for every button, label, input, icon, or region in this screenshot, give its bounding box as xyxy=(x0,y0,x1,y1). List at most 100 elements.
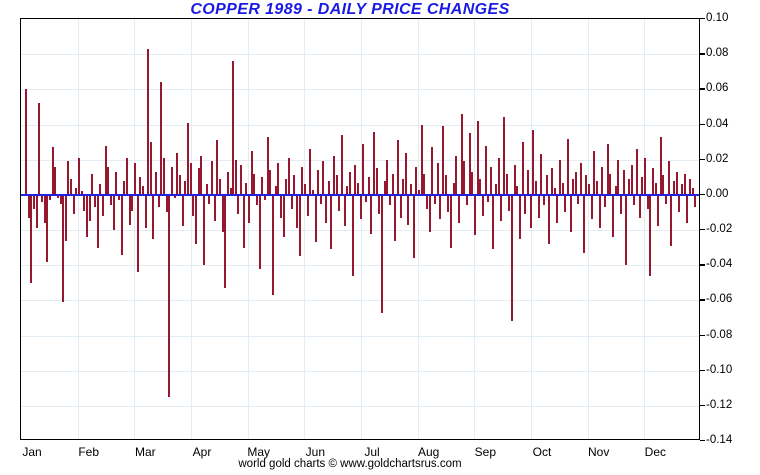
bar xyxy=(237,194,240,215)
y-tick-label: -0.02 xyxy=(706,223,733,235)
y-tick-label: -0.14 xyxy=(706,434,733,446)
chart-title: COPPER 1989 - DAILY PRICE CHANGES xyxy=(190,1,510,18)
bar xyxy=(234,159,237,195)
gridline-horizontal xyxy=(21,159,699,161)
x-tick-label-oct: Oct xyxy=(532,445,552,459)
gridline-horizontal xyxy=(21,265,699,267)
bar xyxy=(258,194,261,269)
bar xyxy=(649,194,652,276)
bar xyxy=(210,161,213,195)
x-tick-label-nov: Nov xyxy=(587,445,610,459)
bar xyxy=(338,194,341,211)
bar xyxy=(75,187,78,195)
bar xyxy=(516,186,519,195)
bar xyxy=(367,177,370,195)
bar xyxy=(606,143,609,195)
bar xyxy=(651,168,654,195)
bar xyxy=(468,133,471,195)
bar xyxy=(673,180,676,195)
bar xyxy=(131,194,134,211)
bar xyxy=(54,166,57,195)
bar xyxy=(436,163,439,195)
bar xyxy=(115,171,118,195)
bar xyxy=(133,163,136,195)
bar xyxy=(558,159,561,195)
bar xyxy=(627,179,630,195)
bar xyxy=(322,161,325,195)
bar xyxy=(386,159,389,195)
bar xyxy=(471,171,474,195)
x-tick-label-jul: Jul xyxy=(364,445,380,459)
bar xyxy=(250,150,253,195)
gridline-horizontal xyxy=(21,124,699,126)
bar xyxy=(221,194,224,232)
bar xyxy=(229,187,232,195)
bar xyxy=(181,194,184,227)
gridline-vertical xyxy=(304,19,306,439)
bar xyxy=(123,180,126,195)
bar xyxy=(380,194,383,313)
bar xyxy=(364,194,367,202)
y-tick-mark xyxy=(700,158,705,161)
bar xyxy=(460,113,463,195)
bar xyxy=(149,142,152,195)
gridline-horizontal xyxy=(21,300,699,302)
bar xyxy=(173,194,176,199)
bar xyxy=(179,175,182,195)
bar xyxy=(56,194,59,199)
bar xyxy=(48,194,51,201)
bar xyxy=(402,179,405,195)
bar xyxy=(88,194,91,222)
bar xyxy=(351,194,354,276)
bar xyxy=(359,194,362,220)
y-tick-mark xyxy=(700,123,705,125)
bar xyxy=(434,194,437,204)
bar xyxy=(171,166,174,195)
bar xyxy=(232,61,235,195)
bar xyxy=(372,131,375,195)
bar xyxy=(341,135,344,195)
bar xyxy=(78,157,81,195)
gridline-horizontal xyxy=(21,89,699,91)
bar xyxy=(293,175,296,195)
y-tick-mark xyxy=(700,88,705,90)
gridline-horizontal xyxy=(21,54,699,56)
bar xyxy=(479,179,482,195)
bar xyxy=(694,194,697,208)
bar xyxy=(566,138,569,195)
bar xyxy=(564,194,567,213)
bar xyxy=(46,194,49,262)
bar xyxy=(601,166,604,195)
gridline-vertical xyxy=(191,19,192,439)
zero-baseline xyxy=(21,193,699,196)
bar xyxy=(431,147,434,195)
bar xyxy=(598,194,601,229)
bar xyxy=(27,194,30,218)
bar xyxy=(670,194,673,246)
y-tick-mark xyxy=(700,53,705,55)
bar xyxy=(388,194,391,206)
bar xyxy=(224,194,227,289)
bar xyxy=(205,184,208,195)
bar xyxy=(580,163,583,195)
bar xyxy=(667,161,670,195)
bar xyxy=(484,145,487,195)
bar xyxy=(654,182,657,195)
bar xyxy=(665,194,668,204)
bar xyxy=(447,194,450,213)
bar xyxy=(208,194,211,204)
bar xyxy=(593,150,596,195)
gridline-horizontal xyxy=(21,335,699,337)
bar xyxy=(290,194,293,209)
y-tick-label: -0.04 xyxy=(706,258,733,271)
bar xyxy=(444,175,447,195)
bar xyxy=(588,184,591,195)
bar xyxy=(662,175,665,195)
bar xyxy=(542,194,545,206)
bar xyxy=(176,152,179,195)
bar xyxy=(407,194,410,225)
bar xyxy=(264,194,267,201)
bar xyxy=(200,156,203,195)
bar xyxy=(596,180,599,195)
y-tick-label: 0.02 xyxy=(706,152,729,165)
